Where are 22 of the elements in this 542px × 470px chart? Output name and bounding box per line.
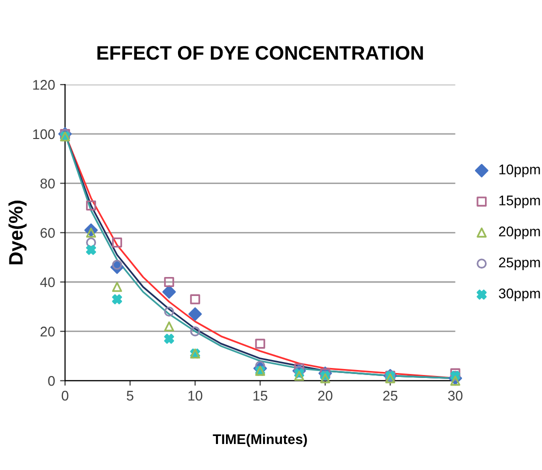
x-tick-label: 5 (126, 390, 134, 401)
x-tick-label: 30 (448, 390, 462, 401)
y-tick-label: 0 (48, 376, 55, 386)
y-tick-label: 20 (40, 326, 55, 337)
legend-label: 15ppm (499, 196, 540, 208)
x-tick-label: 20 (318, 390, 332, 401)
x-tick-label: 0 (62, 390, 68, 401)
y-tick-label: 60 (40, 228, 55, 238)
y-axis-title: Dye(%) (8, 200, 27, 264)
y-tick-label: 100 (33, 129, 55, 140)
x-tick-label: 15 (253, 390, 268, 401)
y-tick-label: 80 (40, 178, 55, 188)
legend-label: 30ppm (498, 288, 540, 302)
chart-title: EFFECT OF DYE CONCENTRATION (97, 46, 423, 60)
y-tick-label: 40 (40, 277, 55, 288)
legend-label: 20ppm (499, 226, 540, 240)
x-tick-label: 25 (383, 390, 398, 401)
x-axis-title: TIME(Minutes) (212, 434, 307, 447)
legend-label: 10ppm (499, 164, 540, 178)
x-tick-label: 10 (188, 390, 202, 401)
y-tick-label: 120 (33, 80, 55, 90)
legend-label: 25ppm (499, 258, 540, 270)
